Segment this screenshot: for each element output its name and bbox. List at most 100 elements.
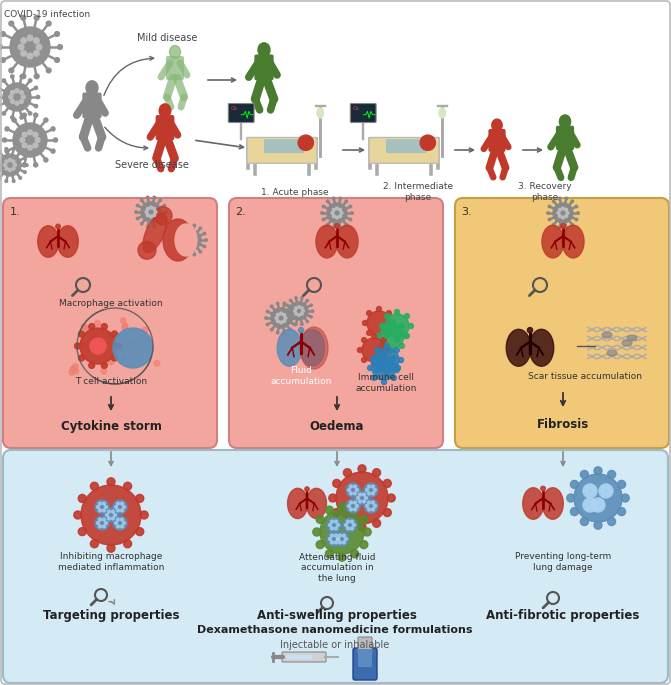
Circle shape [590, 507, 594, 510]
Circle shape [301, 323, 303, 325]
Circle shape [368, 485, 370, 488]
Circle shape [95, 345, 100, 350]
Circle shape [372, 492, 374, 495]
Circle shape [344, 523, 348, 527]
Circle shape [12, 167, 15, 170]
Ellipse shape [159, 104, 171, 118]
Text: Anti-swelling properties: Anti-swelling properties [257, 608, 417, 621]
Circle shape [345, 223, 348, 226]
Circle shape [362, 500, 366, 503]
Circle shape [121, 509, 123, 512]
Circle shape [99, 509, 101, 512]
Circle shape [115, 521, 117, 525]
Circle shape [332, 197, 335, 199]
Circle shape [336, 523, 340, 527]
Circle shape [21, 15, 25, 20]
Circle shape [90, 338, 106, 354]
Ellipse shape [258, 43, 270, 57]
Circle shape [380, 323, 386, 329]
Circle shape [153, 196, 156, 199]
Circle shape [358, 493, 362, 496]
Circle shape [28, 145, 32, 150]
Circle shape [325, 506, 333, 514]
Circle shape [282, 314, 286, 316]
Ellipse shape [299, 327, 304, 333]
Circle shape [346, 499, 360, 513]
Circle shape [293, 323, 296, 325]
Circle shape [609, 490, 611, 493]
Circle shape [58, 45, 62, 49]
Circle shape [289, 305, 292, 308]
Circle shape [577, 212, 579, 214]
Text: COVID-19 infection: COVID-19 infection [4, 10, 90, 19]
Circle shape [358, 347, 362, 353]
Circle shape [34, 38, 39, 43]
Text: Anti-fibrotic properties: Anti-fibrotic properties [486, 608, 639, 621]
Circle shape [339, 197, 342, 199]
Circle shape [190, 243, 193, 246]
Circle shape [374, 504, 376, 508]
Circle shape [362, 321, 368, 325]
Circle shape [5, 179, 7, 182]
Circle shape [592, 503, 595, 506]
Circle shape [338, 541, 342, 544]
Circle shape [28, 79, 32, 82]
Circle shape [21, 38, 26, 43]
Circle shape [2, 112, 5, 115]
Circle shape [136, 217, 139, 220]
Text: 1. Acute phase: 1. Acute phase [261, 188, 329, 197]
Circle shape [339, 208, 342, 211]
Circle shape [376, 306, 382, 312]
Circle shape [366, 330, 372, 336]
Circle shape [21, 74, 25, 79]
Circle shape [105, 506, 107, 508]
Circle shape [295, 312, 297, 315]
Circle shape [336, 207, 338, 210]
Circle shape [46, 21, 51, 26]
Circle shape [123, 540, 132, 548]
FancyBboxPatch shape [254, 54, 274, 80]
Circle shape [153, 214, 156, 216]
Circle shape [113, 500, 127, 514]
Circle shape [15, 89, 19, 92]
Ellipse shape [506, 329, 531, 366]
Circle shape [146, 196, 149, 199]
Circle shape [327, 223, 329, 226]
Circle shape [364, 499, 378, 513]
Circle shape [36, 45, 42, 50]
Circle shape [283, 332, 286, 334]
Circle shape [19, 90, 23, 95]
Circle shape [586, 486, 590, 489]
Circle shape [115, 343, 121, 349]
Circle shape [346, 483, 360, 497]
Circle shape [74, 343, 81, 349]
Circle shape [117, 525, 119, 528]
Circle shape [335, 534, 338, 537]
Ellipse shape [317, 108, 323, 118]
Circle shape [275, 316, 278, 319]
Ellipse shape [602, 332, 612, 338]
Circle shape [565, 208, 568, 211]
Circle shape [374, 367, 380, 373]
Circle shape [136, 495, 144, 502]
Circle shape [99, 525, 101, 528]
Circle shape [343, 518, 357, 532]
Circle shape [298, 306, 300, 308]
Circle shape [363, 528, 371, 536]
Circle shape [153, 225, 156, 228]
Circle shape [283, 302, 286, 305]
Circle shape [0, 177, 1, 179]
Circle shape [345, 200, 348, 203]
FancyBboxPatch shape [358, 649, 372, 667]
Circle shape [301, 312, 303, 315]
Text: Inhibiting macrophage
mediated inflammation: Inhibiting macrophage mediated inflammat… [58, 552, 164, 572]
Circle shape [325, 550, 333, 558]
Ellipse shape [306, 488, 326, 519]
Ellipse shape [607, 350, 617, 356]
FancyBboxPatch shape [287, 654, 313, 660]
Circle shape [557, 212, 560, 214]
Circle shape [73, 369, 79, 374]
Circle shape [193, 236, 195, 238]
FancyBboxPatch shape [556, 125, 574, 150]
Circle shape [607, 486, 609, 489]
